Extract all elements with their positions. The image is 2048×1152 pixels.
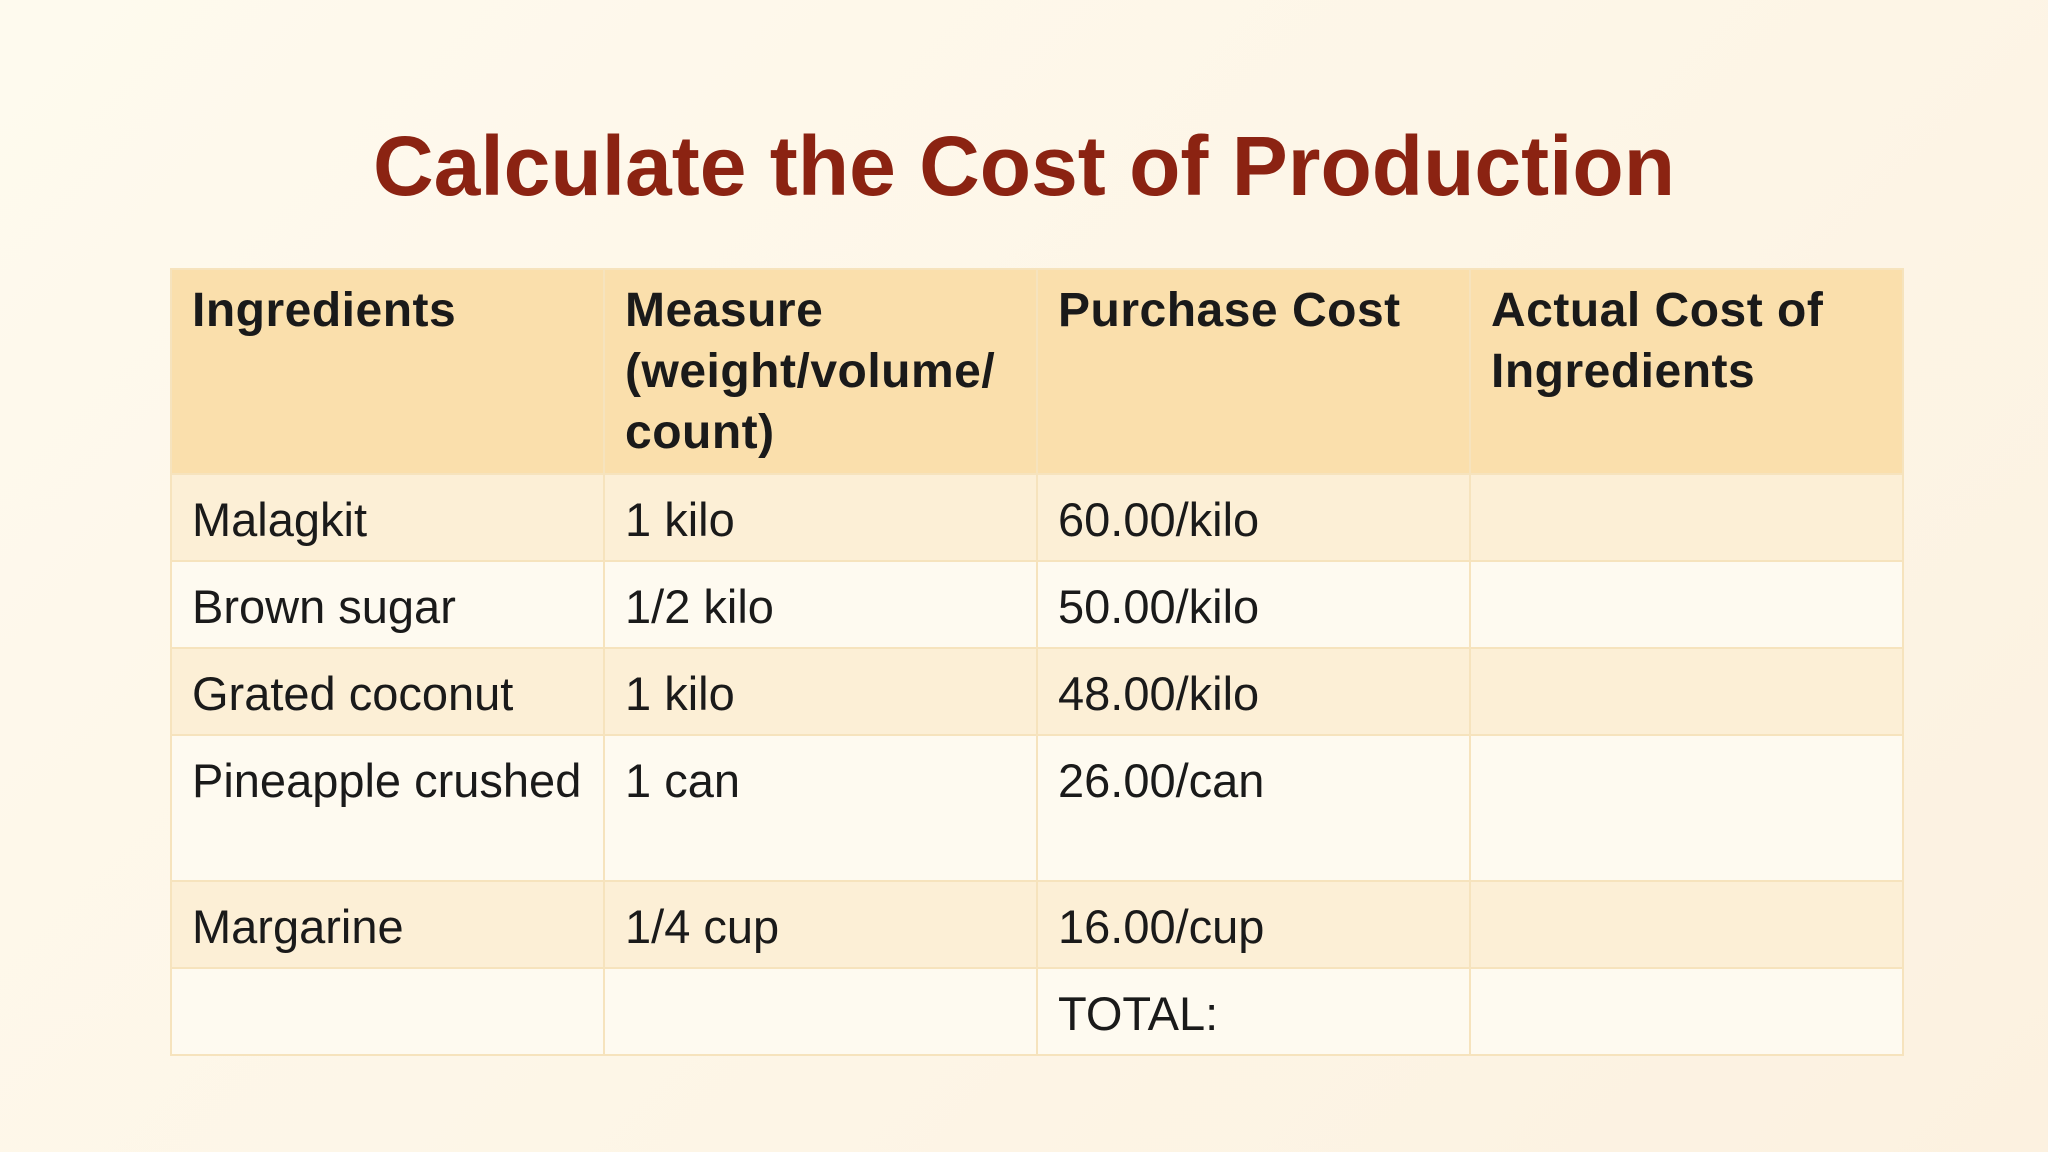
cell-ingredient: Pineapple crushed (170, 734, 605, 882)
cost-table: Ingredients Measure (weight/volume/ coun… (170, 268, 1904, 1056)
cell-ingredient: Brown sugar (170, 560, 605, 649)
cell-purchase-cost: 16.00/cup (1036, 880, 1471, 969)
header-measure: Measure (weight/volume/ count) (603, 268, 1038, 475)
cell-measure: 1 kilo (603, 473, 1038, 562)
cell-purchase-cost: 48.00/kilo (1036, 647, 1471, 736)
cell-measure (603, 967, 1038, 1056)
cell-ingredient (170, 967, 605, 1056)
cell-measure: 1/2 kilo (603, 560, 1038, 649)
table-row-total: TOTAL: (170, 967, 1904, 1056)
cell-actual-cost (1469, 880, 1904, 969)
table-row: Malagkit 1 kilo 60.00/kilo (170, 473, 1904, 562)
header-actual-cost: Actual Cost of Ingredients (1469, 268, 1904, 475)
cell-total-value (1469, 967, 1904, 1056)
cell-measure: 1 kilo (603, 647, 1038, 736)
cell-actual-cost (1469, 560, 1904, 649)
cell-measure: 1/4 cup (603, 880, 1038, 969)
cell-ingredient: Margarine (170, 880, 605, 969)
header-purchase-cost: Purchase Cost (1036, 268, 1471, 475)
table-header-row: Ingredients Measure (weight/volume/ coun… (170, 268, 1904, 475)
table-row: Brown sugar 1/2 kilo 50.00/kilo (170, 560, 1904, 649)
table-row: Grated coconut 1 kilo 48.00/kilo (170, 647, 1904, 736)
table-row: Margarine 1/4 cup 16.00/cup (170, 880, 1904, 969)
cell-actual-cost (1469, 473, 1904, 562)
cell-ingredient: Grated coconut (170, 647, 605, 736)
cell-actual-cost (1469, 647, 1904, 736)
cell-measure: 1 can (603, 734, 1038, 882)
cell-total-label: TOTAL: (1036, 967, 1471, 1056)
cell-actual-cost (1469, 734, 1904, 882)
cell-purchase-cost: 50.00/kilo (1036, 560, 1471, 649)
cell-ingredient: Malagkit (170, 473, 605, 562)
table-row: Pineapple crushed 1 can 26.00/can (170, 734, 1904, 882)
cell-purchase-cost: 60.00/kilo (1036, 473, 1471, 562)
header-ingredients: Ingredients (170, 268, 605, 475)
cell-purchase-cost: 26.00/can (1036, 734, 1471, 882)
slide-title: Calculate the Cost of Production (372, 119, 1676, 213)
